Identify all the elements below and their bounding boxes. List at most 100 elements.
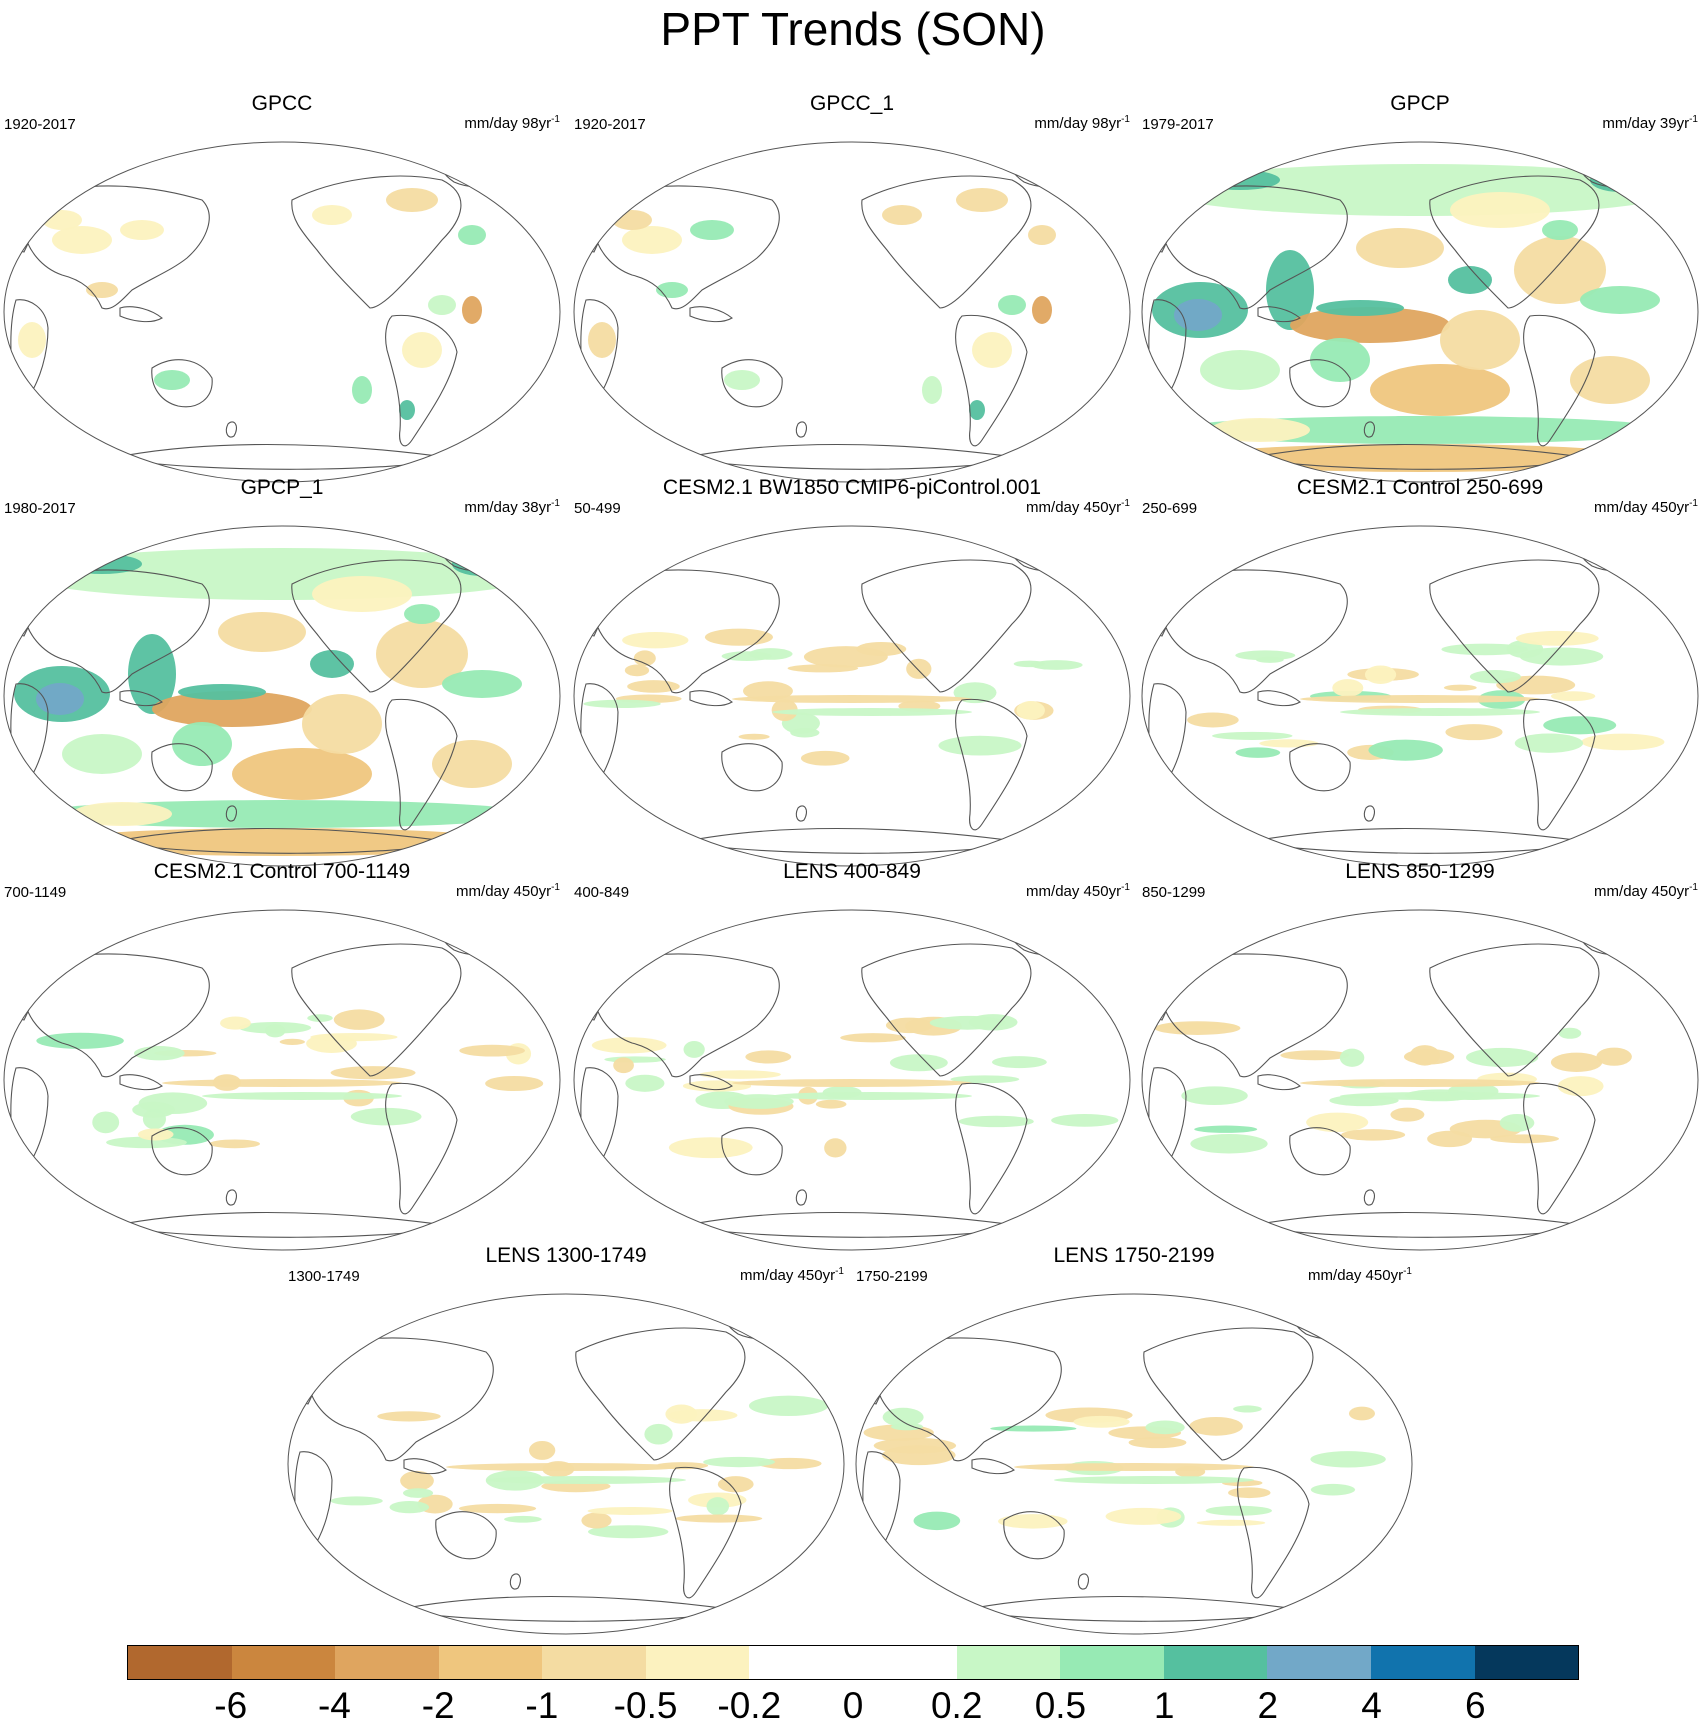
trend-patch (1596, 1047, 1632, 1066)
trend-patch (1469, 670, 1521, 684)
coastline-nz (1363, 1189, 1375, 1206)
trend-patch (92, 1111, 120, 1134)
trend-patch (587, 1506, 673, 1515)
trend-patch (400, 1470, 434, 1491)
trend-patch (972, 332, 1012, 368)
map-outline (1141, 909, 1699, 1251)
panel-title: LENS 1750-2199 (1053, 1244, 1215, 1267)
trend-patch (624, 664, 650, 677)
map-panel: CESM2.1 Control 250-699 250-699 mm/day 450… (1140, 476, 1700, 867)
colorbar-tick-label: 1 (1153, 1685, 1175, 1726)
coastline-namerica (1429, 175, 1600, 309)
coastline-indonesia (689, 690, 733, 707)
map-panel: LENS 1750-2199 1750-2199 mm/day 450yr-1 (854, 1244, 1414, 1635)
panel-title: CESM2.1 Control 250-699 (1296, 476, 1544, 499)
trend-patch (154, 370, 190, 390)
trend-patch (824, 1138, 847, 1158)
colorbar-swatch (956, 1646, 1061, 1679)
coastline-indonesia (1257, 306, 1301, 323)
world-map (1141, 141, 1699, 483)
trend-patch (1570, 356, 1650, 404)
trend-patch (581, 1512, 612, 1529)
panel-units: mm/day 450yr-1 (456, 882, 560, 900)
map-panel: GPCP_1 1980-2017 mm/day 38yr-1 (2, 476, 562, 867)
trend-patch (134, 1046, 185, 1061)
coastline-samerica (669, 1466, 742, 1599)
map-panel: LENS 400-849 400-849 mm/day 450yr-1 (572, 860, 1132, 1251)
panel-title: CESM2.1 BW1850 CMIP6-piControl.001 (662, 476, 1042, 499)
trend-patch (1306, 1112, 1369, 1133)
trend-patch (1200, 350, 1280, 390)
panel-period: 1300-1749 (288, 1268, 360, 1285)
trend-patch (399, 400, 415, 420)
trend-patch (748, 648, 793, 660)
trend-patch (1300, 1079, 1540, 1087)
trend-patch (1228, 1487, 1271, 1499)
trend-patch (622, 632, 689, 649)
trend-patch (52, 828, 512, 856)
trend-patch (591, 1037, 667, 1054)
trend-patch (1259, 739, 1319, 748)
trend-patch (1490, 1134, 1560, 1144)
trend-patch (1013, 660, 1046, 668)
trend-patch (956, 188, 1008, 212)
world-map (573, 141, 1131, 483)
trend-patch (330, 1066, 416, 1080)
trend-patch (386, 188, 438, 212)
trend-patch (1032, 296, 1052, 324)
trend-patch (1190, 1134, 1268, 1154)
coastline-samerica (955, 1082, 1028, 1215)
panel-title: LENS 1300-1749 (485, 1244, 647, 1267)
colorbar-swatch (1370, 1646, 1475, 1679)
trend-patch (106, 1136, 187, 1149)
trend-patch (178, 684, 266, 700)
trend-patch (162, 1079, 402, 1087)
map-outline (287, 1293, 845, 1635)
trend-patch (312, 576, 412, 612)
coastline-samerica (385, 1082, 458, 1215)
trend-patch (1016, 701, 1045, 720)
panel-units: mm/day 450yr-1 (740, 1266, 844, 1284)
map-outline (573, 141, 1131, 483)
colorbar-tick-label: 0 (842, 1685, 864, 1726)
panel-units: mm/day 450yr-1 (1026, 882, 1130, 900)
coastline-australia (1289, 743, 1351, 792)
trend-patch (52, 226, 112, 254)
trend-patch (404, 604, 440, 624)
trend-patch (402, 332, 442, 368)
coastline-indonesia (1257, 690, 1301, 707)
trend-patch (442, 670, 522, 698)
trend-patch (72, 802, 172, 826)
colorbar-swatch (438, 1646, 543, 1679)
trend-patch (1205, 1505, 1272, 1516)
coastline-australia (1289, 1127, 1351, 1176)
coastline-samerica (385, 314, 458, 447)
trend-patch (1187, 712, 1239, 728)
trend-patch (1073, 1415, 1130, 1428)
panel-period: 400-849 (574, 884, 630, 901)
panel-units: mm/day 38yr-1 (464, 498, 560, 516)
panel-period: 850-1299 (1142, 884, 1206, 901)
colorbar-swatch (128, 1646, 232, 1679)
trend-patch (724, 1094, 794, 1109)
trend-patch (1300, 695, 1540, 703)
panel-units-text: mm/day 450yr (1026, 883, 1122, 900)
trend-patch (142, 1108, 166, 1130)
trend-patch (882, 1407, 924, 1427)
world-map (287, 1293, 845, 1635)
trend-patch (1310, 338, 1370, 382)
trend-patch (1212, 731, 1293, 740)
coastline-samerica (385, 698, 458, 831)
trend-patch (330, 1496, 383, 1506)
trend-patch (120, 220, 164, 240)
map-panel: GPCP 1979-2017 mm/day 39yr-1 (1140, 92, 1700, 483)
trend-patch (1210, 418, 1310, 442)
panel-units-exponent: -1 (1689, 882, 1698, 893)
colorbar-tick-label: -6 (214, 1685, 248, 1726)
colorbar-swatch (1163, 1646, 1268, 1679)
colorbar-swatch (542, 1646, 646, 1679)
trend-patch (748, 1395, 829, 1417)
trend-patch (1194, 1125, 1258, 1133)
trend-patch (310, 1032, 398, 1042)
trend-patch (583, 699, 661, 708)
